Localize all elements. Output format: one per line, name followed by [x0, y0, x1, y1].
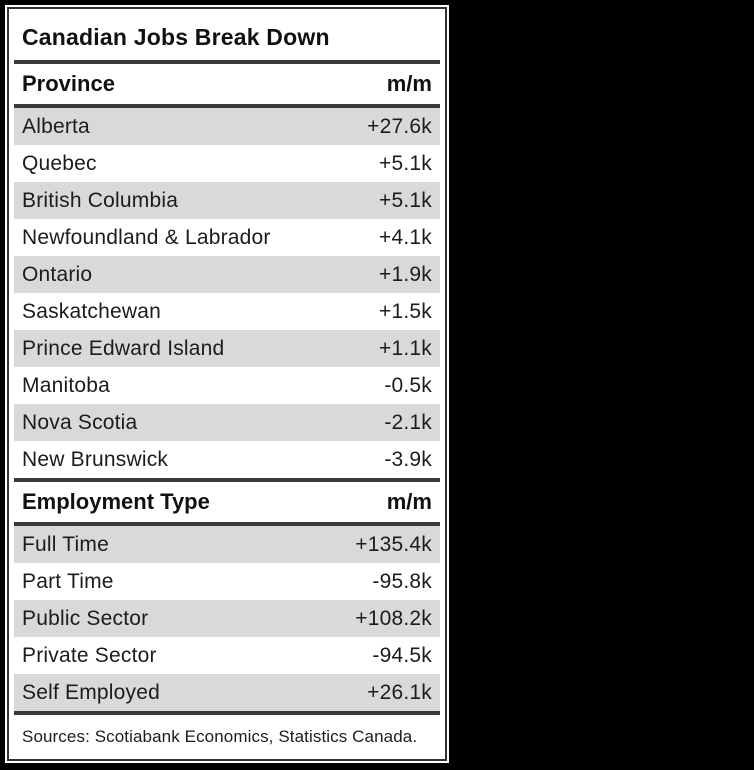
section-header-unit: m/m — [386, 489, 432, 514]
table-title: Canadian Jobs Break Down — [22, 24, 330, 50]
section-header-label: Province — [22, 71, 115, 96]
row-value: -94.5k — [372, 643, 432, 667]
row-label: British Columbia — [22, 188, 179, 212]
row-value: +5.1k — [379, 188, 432, 212]
section-divider — [14, 478, 440, 482]
row-label: New Brunswick — [22, 447, 169, 471]
row-value: +5.1k — [379, 151, 432, 175]
row-value: -95.8k — [372, 569, 432, 593]
row-value: +4.1k — [379, 225, 432, 249]
row-value: +1.1k — [379, 336, 432, 360]
row-label: Self Employed — [22, 680, 161, 704]
row-label: Saskatchewan — [22, 299, 161, 323]
table-row: British Columbia +5.1k — [14, 182, 440, 219]
row-value: -2.1k — [384, 410, 432, 434]
row-label: Prince Edward Island — [22, 336, 225, 360]
row-label: Public Sector — [22, 606, 149, 630]
row-value: +27.6k — [367, 114, 432, 138]
row-value: +108.2k — [355, 606, 432, 630]
row-label: Ontario — [22, 262, 93, 286]
section-divider — [14, 711, 440, 715]
section-divider — [14, 522, 440, 526]
table-row: Alberta +27.6k — [14, 108, 440, 145]
row-label: Part Time — [22, 569, 114, 593]
table-sections: Province m/m Alberta +27.6k Quebec +5.1k Briti… — [14, 64, 440, 715]
table-row: Nova Scotia -2.1k — [14, 404, 440, 441]
row-value: +26.1k — [367, 680, 432, 704]
row-value: +135.4k — [355, 532, 432, 556]
table-row: Prince Edward Island +1.1k — [14, 330, 440, 367]
row-label: Full Time — [22, 532, 109, 556]
table-row: Full Time +135.4k — [14, 526, 440, 563]
row-label: Alberta — [22, 114, 90, 138]
row-label: Manitoba — [22, 373, 110, 397]
section-divider — [14, 104, 440, 108]
row-value: +1.5k — [379, 299, 432, 323]
row-label: Private Sector — [22, 643, 157, 667]
section-header-label: Employment Type — [22, 489, 210, 514]
table-row: Public Sector +108.2k — [14, 600, 440, 637]
table-row: Ontario +1.9k — [14, 256, 440, 293]
table-row: Newfoundland & Labrador +4.1k — [14, 219, 440, 256]
source-note: Sources: Scotiabank Economics, Statistic… — [22, 727, 418, 746]
row-label: Newfoundland & Labrador — [22, 225, 271, 249]
jobs-table-inner-frame: Canadian Jobs Break Down Province m/m Albe… — [7, 7, 447, 761]
section-header-row: Province m/m — [14, 64, 440, 104]
table-row: Self Employed +26.1k — [14, 674, 440, 711]
section-header-row: Employment Type m/m — [14, 482, 440, 522]
title-divider — [14, 60, 440, 64]
table-row: Quebec +5.1k — [14, 145, 440, 182]
table-row: Saskatchewan +1.5k — [14, 293, 440, 330]
row-label: Quebec — [22, 151, 97, 175]
table-row: Private Sector -94.5k — [14, 637, 440, 674]
row-value: +1.9k — [379, 262, 432, 286]
table-row: New Brunswick -3.9k — [14, 441, 440, 478]
row-value: -0.5k — [384, 373, 432, 397]
table-row: Part Time -95.8k — [14, 563, 440, 600]
row-label: Nova Scotia — [22, 410, 138, 434]
section-header-unit: m/m — [386, 71, 432, 96]
jobs-table-panel: Canadian Jobs Break Down Province m/m Albe… — [5, 5, 449, 763]
row-value: -3.9k — [384, 447, 432, 471]
table-row: Manitoba -0.5k — [14, 367, 440, 404]
